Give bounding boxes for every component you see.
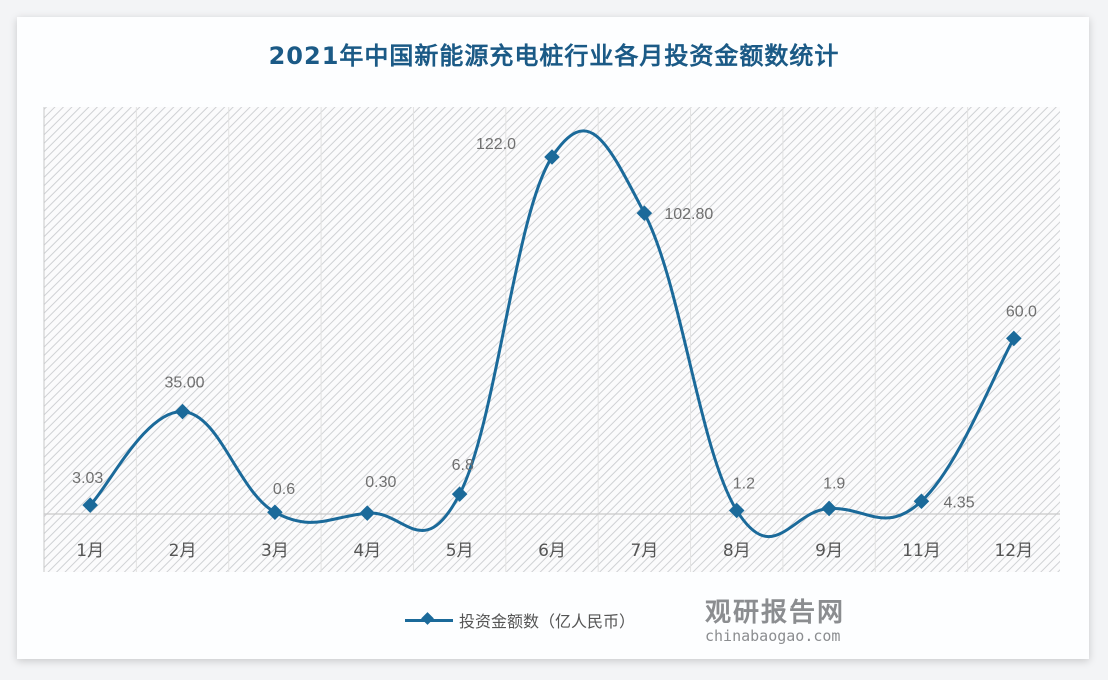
x-tick-label: 2月 bbox=[169, 541, 197, 561]
x-tick-label: 8月 bbox=[723, 541, 751, 561]
x-tick-label: 9月 bbox=[815, 541, 843, 561]
data-label: 3.03 bbox=[72, 470, 103, 487]
data-point-marker-icon[interactable] bbox=[174, 403, 191, 420]
x-tick-label: 4月 bbox=[353, 541, 381, 561]
plot-area bbox=[44, 107, 1060, 572]
x-tick-label: 11月 bbox=[902, 541, 941, 561]
x-tick-label: 7月 bbox=[630, 541, 658, 561]
x-axis-ticks: 1月 2月 3月 4月 5月 6月 7月 8月 9月 11月 12月 bbox=[76, 541, 1033, 561]
legend-line-marker-icon bbox=[405, 611, 453, 625]
x-tick-label: 12月 bbox=[994, 541, 1033, 561]
data-label: 60.0 bbox=[1006, 303, 1037, 320]
data-label: 6.8 bbox=[452, 457, 474, 474]
data-label: 4.35 bbox=[943, 494, 974, 511]
data-label: 102.80 bbox=[664, 206, 713, 223]
data-point-marker-icon[interactable] bbox=[544, 149, 560, 165]
legend[interactable]: 投资金额数（亿人民币） bbox=[405, 608, 635, 632]
data-label: 122.0 bbox=[476, 136, 516, 153]
watermark-en: chinabaogao.com bbox=[705, 627, 841, 645]
data-label: 35.00 bbox=[165, 375, 205, 392]
data-label: 1.2 bbox=[733, 475, 755, 492]
x-tick-label: 3月 bbox=[261, 541, 289, 561]
data-label: 1.9 bbox=[823, 475, 845, 492]
data-label: 0.6 bbox=[273, 481, 295, 498]
data-point-marker-icon[interactable] bbox=[636, 205, 653, 221]
chart-title: 2021年中国新能源充电桩行业各月投资金额数统计 bbox=[268, 42, 840, 70]
data-labels: 3.03 35.00 0.6 0.30 6.8 122.0 102.80 1.2 1.9 4.35… bbox=[72, 136, 1037, 511]
legend-label: 投资金额数（亿人民币） bbox=[459, 612, 636, 631]
x-tick-label: 5月 bbox=[446, 541, 474, 561]
watermark: 观研报告网 chinabaogao.com bbox=[705, 592, 845, 645]
x-tick-label: 1月 bbox=[76, 541, 104, 561]
watermark-cn: 观研报告网 bbox=[705, 598, 846, 628]
x-tick-label: 6月 bbox=[538, 541, 566, 561]
data-label: 0.30 bbox=[365, 474, 396, 491]
